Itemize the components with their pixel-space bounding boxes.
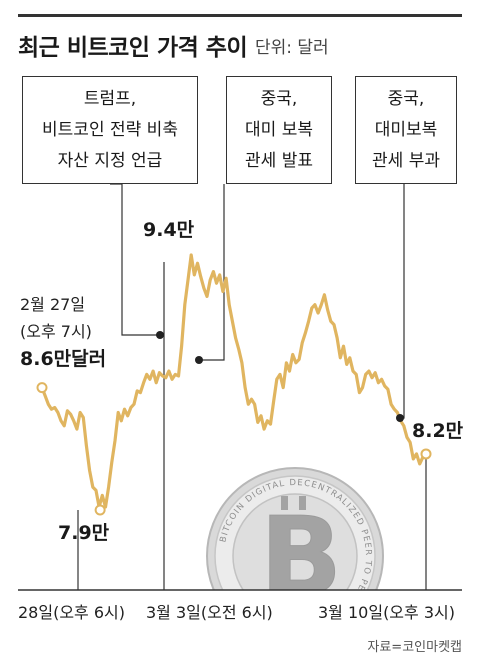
bitcoin-symbol-stem-top-right xyxy=(299,496,306,510)
start-time-label: (오후 7시) xyxy=(20,322,92,341)
annotation-trump-line-2: 비트코인 전략 비축 xyxy=(42,120,178,140)
leader-line-china-impose xyxy=(400,184,405,419)
annotation-china-impose: 중국, 대미보복 관세 부과 xyxy=(355,76,457,184)
annotation-trump-line-1: 트럼프, xyxy=(83,89,137,109)
x-tick-label-3: 3월 10일(오후 3시) xyxy=(318,603,455,622)
top-rule xyxy=(18,14,462,17)
chart-title: 최근 비트코인 가격 추이 xyxy=(18,35,248,61)
bitcoin-symbol-stem-top-left xyxy=(281,496,288,510)
annotation-china-announce-line-1: 중국, xyxy=(260,89,298,109)
start-date-label: 2월 27일 xyxy=(20,295,86,314)
source-label: 자료=코인마켓캡 xyxy=(367,640,462,655)
event-marker-trump xyxy=(156,331,164,339)
price-data-points xyxy=(42,255,426,507)
annotation-trump: 트럼프, 비트코인 전략 비축 자산 지정 언급 xyxy=(22,76,198,184)
annotation-china-announce-line-2: 대미 보복 xyxy=(245,120,313,140)
coin-bottom-mask xyxy=(190,590,410,650)
end-point-marker xyxy=(420,448,432,460)
annotation-china-impose-line-3: 관세 부과 xyxy=(372,151,440,171)
unit-label: 단위: 달러 xyxy=(255,38,329,58)
x-tick-label-2: 3월 3일(오전 6시) xyxy=(146,603,273,622)
start-point-marker xyxy=(36,382,48,394)
low-value-label: 7.9만 xyxy=(58,522,110,544)
end-value-label: 8.2만 xyxy=(412,420,464,442)
annotation-china-announce: 중국, 대미 보복 관세 발표 xyxy=(226,76,332,184)
leader-line-china-announce xyxy=(199,184,225,361)
annotation-china-impose-line-1: 중국, xyxy=(387,89,425,109)
bitcoin-coin-graphic: BITCOIN DIGITAL DECENTRALIZED PEER TO PE… xyxy=(190,467,410,650)
annotation-china-impose-line-2: 대미보복 xyxy=(374,120,438,140)
annotation-trump-line-3: 자산 지정 언급 xyxy=(57,151,163,171)
event-marker-china-impose xyxy=(396,414,404,422)
event-marker-china-announce xyxy=(195,356,203,364)
price-series-line xyxy=(40,253,428,509)
x-tick-label-1: 28일(오후 6시) xyxy=(18,603,125,622)
leader-line-trump xyxy=(110,183,160,336)
annotation-china-announce-line-3: 관세 발표 xyxy=(245,151,313,171)
start-value-label: 8.6만달러 xyxy=(20,348,107,370)
high-value-label: 9.4만 xyxy=(143,219,195,241)
low-point-marker xyxy=(94,504,106,516)
